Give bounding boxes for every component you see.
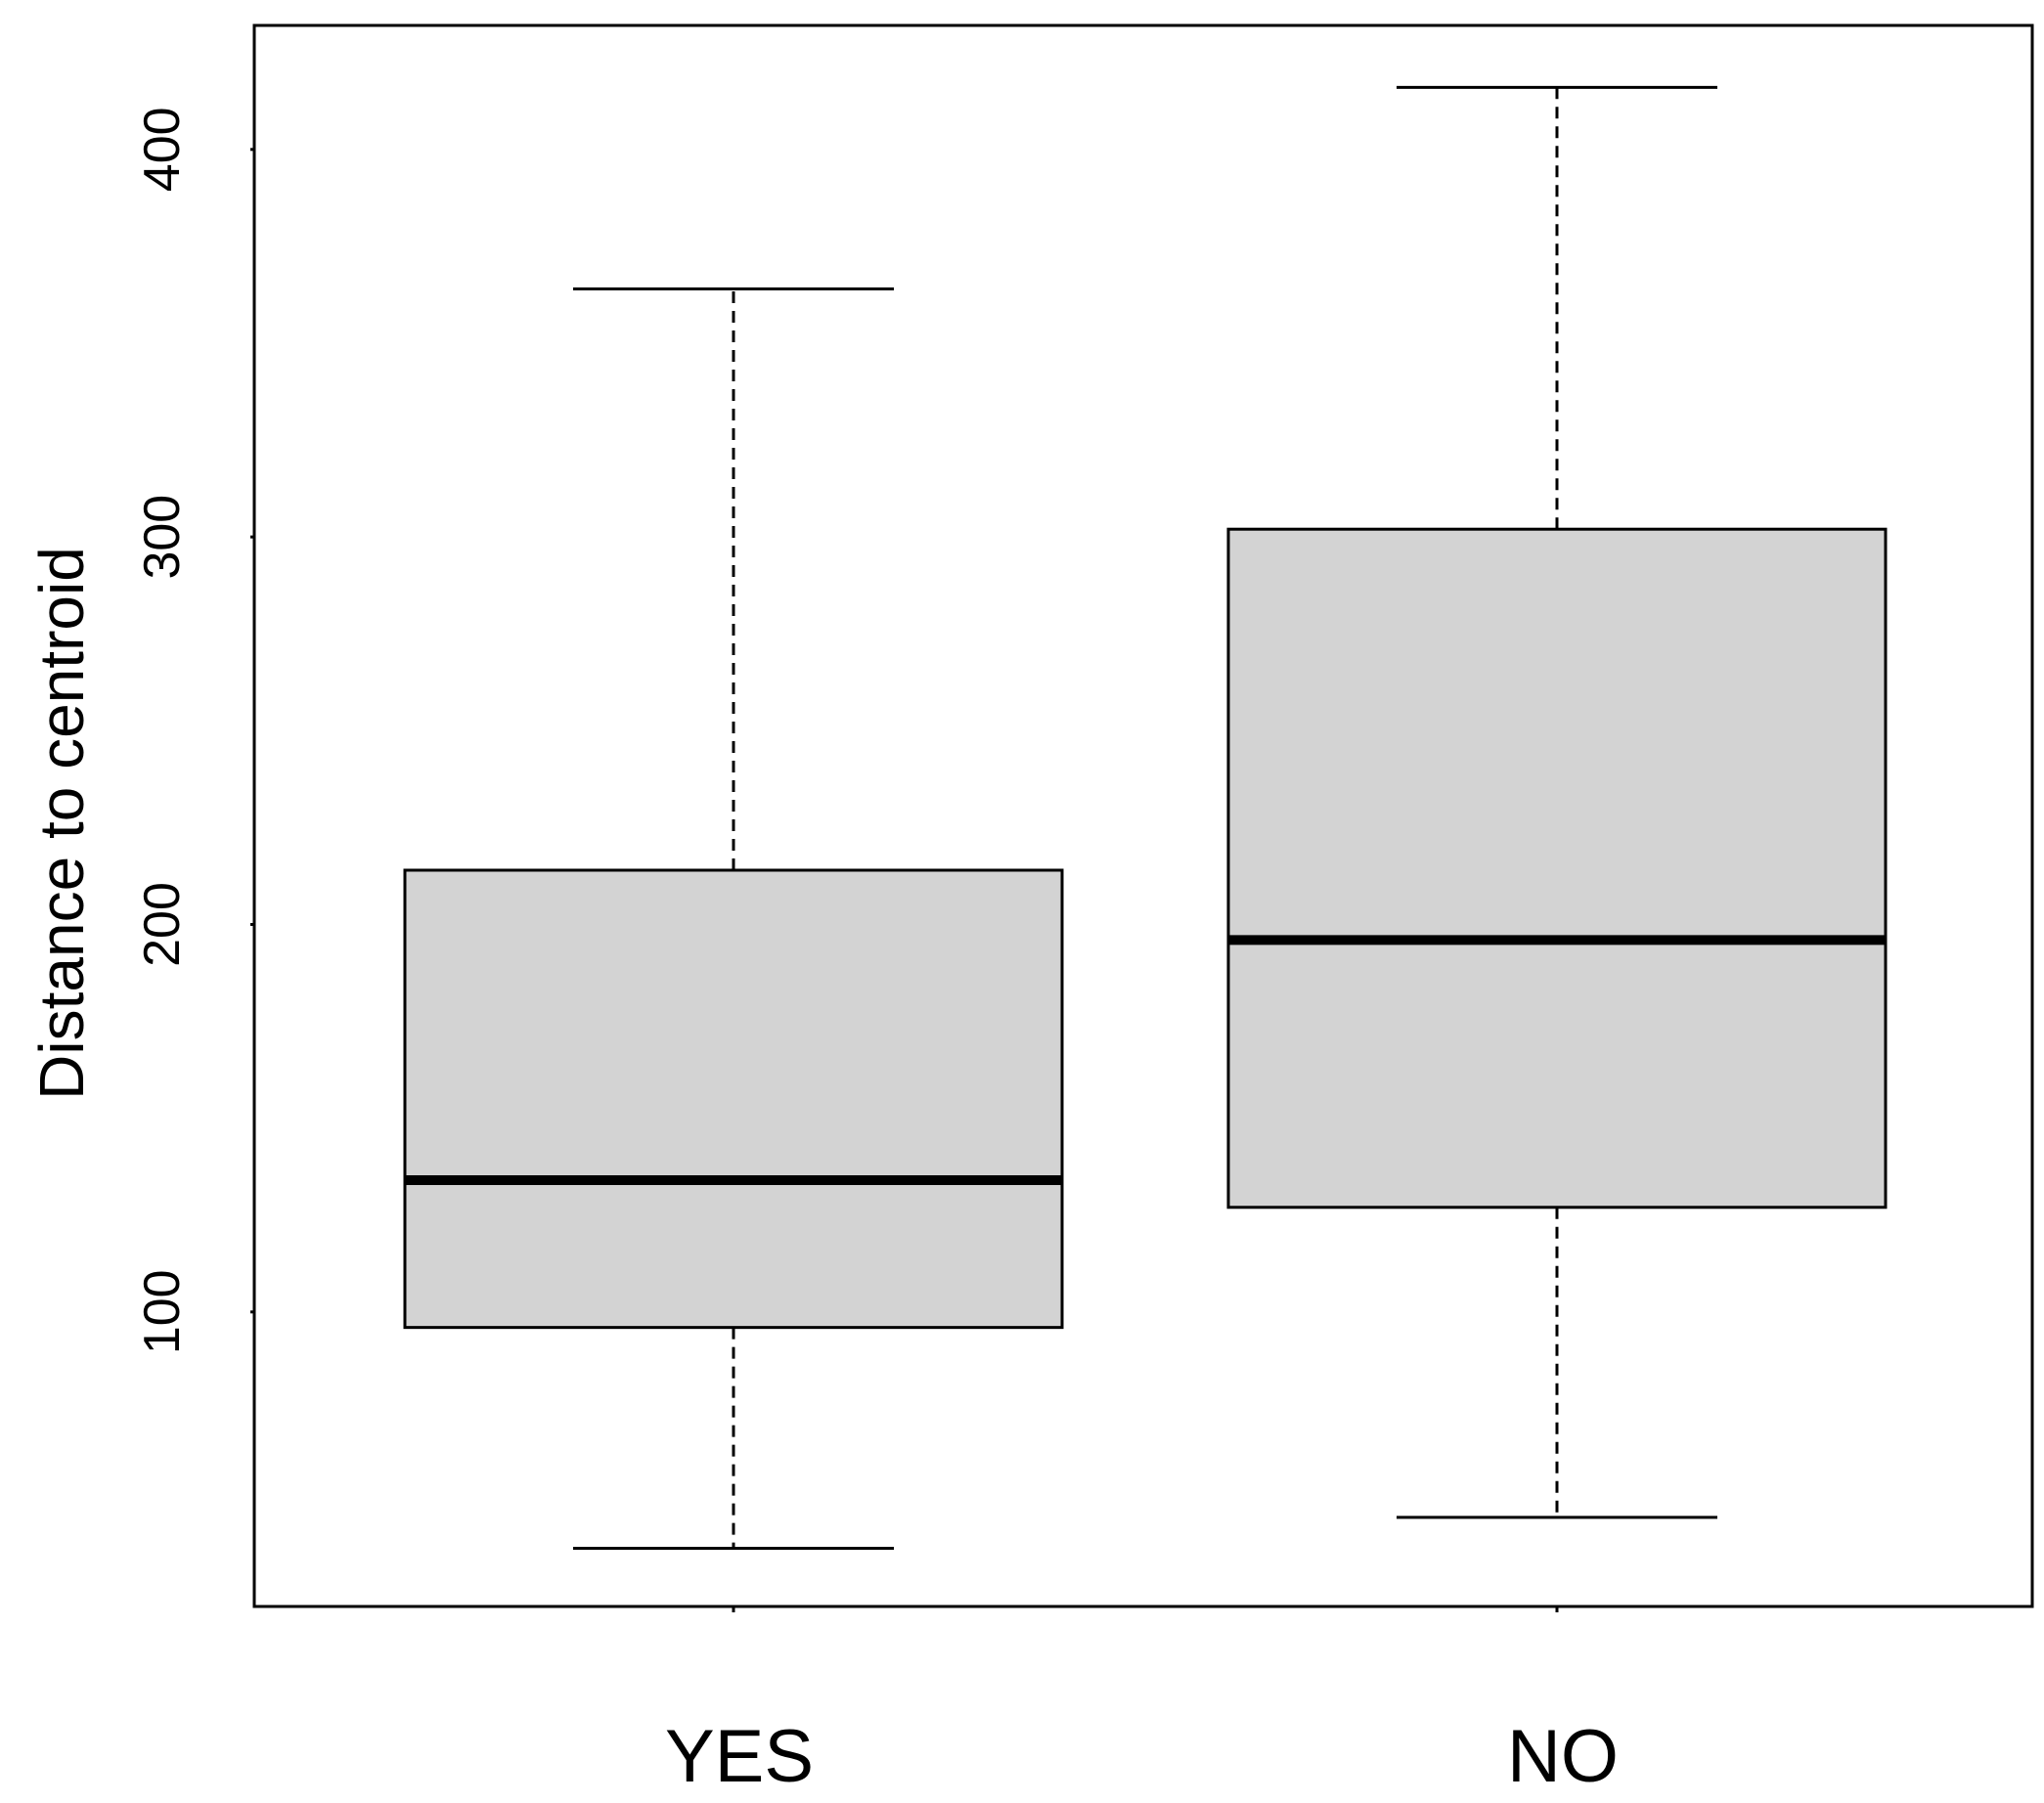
- x-category-label: NO: [1507, 1715, 1619, 1798]
- y-tick-label: 200: [134, 882, 191, 967]
- box-group-no: [1226, 85, 1888, 1519]
- iqr-box: [403, 868, 1064, 1330]
- iqr-box: [1226, 527, 1888, 1209]
- y-axis: 100 200 300 400: [134, 107, 254, 1354]
- y-axis-label: Distance to centroid: [26, 547, 97, 1100]
- y-tick-label: 100: [134, 1269, 191, 1354]
- x-axis-categories: YES NO: [665, 1606, 1619, 1798]
- plot-frame: [252, 23, 2034, 1608]
- plot-area: [252, 23, 2034, 1608]
- box-group-yes: [403, 287, 1064, 1551]
- y-tick-label: 400: [134, 107, 191, 192]
- y-tick-label: 300: [134, 495, 191, 580]
- x-category-label: YES: [665, 1715, 814, 1798]
